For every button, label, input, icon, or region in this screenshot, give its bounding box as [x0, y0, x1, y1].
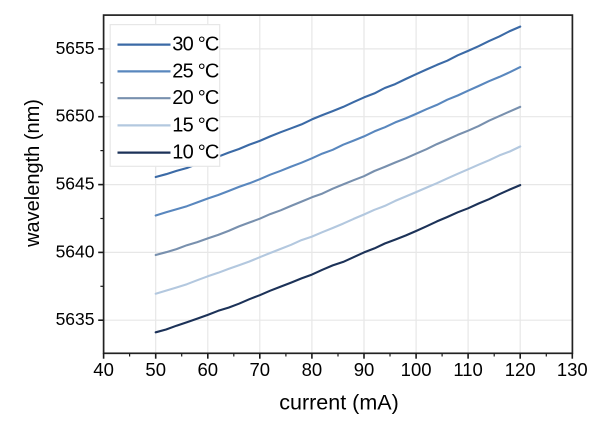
svg-text:90: 90 [354, 359, 375, 380]
svg-text:5655: 5655 [56, 38, 95, 58]
svg-text:130: 130 [557, 359, 588, 380]
svg-text:120: 120 [505, 359, 536, 380]
svg-text:100: 100 [401, 359, 432, 380]
svg-text:110: 110 [453, 359, 483, 380]
svg-text:80: 80 [302, 359, 323, 380]
svg-text:50: 50 [145, 359, 166, 380]
svg-text:5635: 5635 [56, 309, 95, 329]
svg-text:30 °C: 30 °C [172, 34, 219, 56]
svg-text:5645: 5645 [56, 174, 95, 194]
svg-text:10 °C: 10 °C [172, 142, 219, 164]
svg-text:5650: 5650 [56, 106, 95, 126]
svg-text:wavelength (nm): wavelength (nm) [22, 99, 44, 248]
svg-text:15 °C: 15 °C [172, 114, 219, 136]
svg-text:70: 70 [250, 359, 271, 380]
svg-text:20 °C: 20 °C [172, 87, 219, 109]
svg-text:40: 40 [93, 359, 114, 380]
svg-text:60: 60 [198, 359, 219, 380]
svg-text:5640: 5640 [56, 241, 95, 261]
svg-text:25 °C: 25 °C [172, 60, 219, 82]
svg-text:current (mA): current (mA) [279, 391, 398, 415]
